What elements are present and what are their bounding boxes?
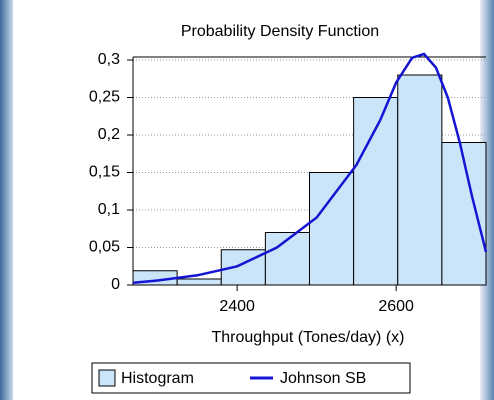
x-tick-label: 2600	[378, 298, 414, 315]
legend-label: Histogram	[121, 370, 194, 387]
y-tick-label: 0,2	[98, 126, 120, 143]
histogram-bar	[309, 172, 355, 286]
legend-swatch	[98, 369, 116, 387]
histogram-bar	[397, 74, 443, 286]
x-axis-label: Throughput (Tones/day) (x)	[212, 329, 405, 346]
density-curve	[132, 52, 488, 285]
histogram-bar	[176, 278, 222, 286]
y-tick-label: 0,3	[98, 51, 120, 68]
histogram-bar	[353, 97, 399, 286]
chart-title: Probability Density Function	[181, 23, 379, 40]
legend-label: Johnson SB	[280, 370, 366, 387]
right-frame	[480, 0, 494, 400]
x-tick-label: 2400	[219, 298, 255, 315]
y-tick-label: 0	[111, 276, 120, 293]
y-tick-label: 0,15	[89, 164, 120, 181]
y-tick-label: 0,1	[98, 201, 120, 218]
histogram-bar	[264, 232, 310, 286]
y-tick-label: 0,25	[89, 89, 120, 106]
left-frame	[0, 0, 13, 400]
y-tick-label: 0,05	[89, 239, 120, 256]
